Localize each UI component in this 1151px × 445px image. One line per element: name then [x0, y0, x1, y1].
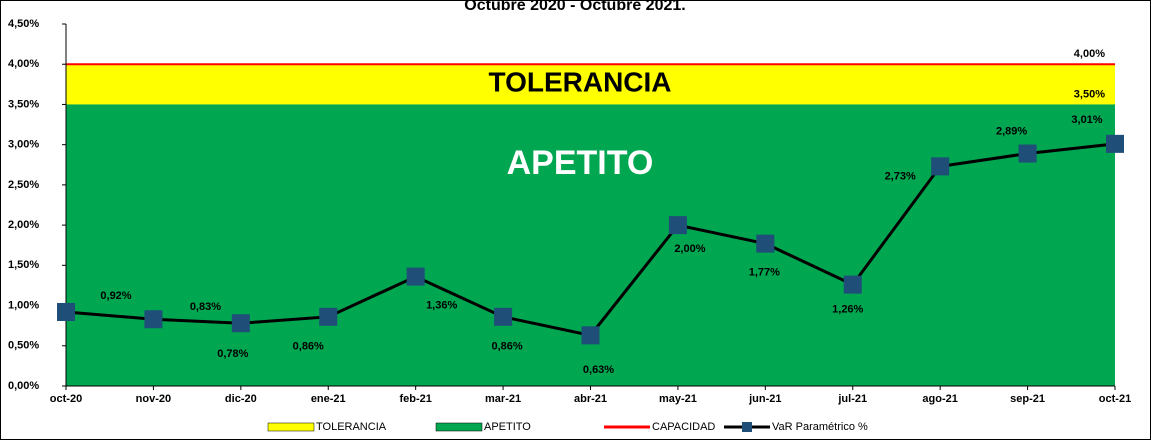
- data-label: 0,78%: [217, 348, 248, 360]
- band-limit-label: 3,50%: [1074, 88, 1105, 100]
- y-tick-label: 4,50%: [8, 18, 39, 30]
- legend-swatch: [267, 422, 315, 432]
- marker: [144, 310, 163, 329]
- marker: [231, 314, 250, 333]
- legend-label: APETITO: [484, 421, 531, 433]
- marker: [494, 307, 513, 326]
- marker: [931, 157, 950, 176]
- band: [66, 64, 1115, 105]
- x-tick-label: mar-21: [485, 393, 521, 405]
- data-label: 0,86%: [293, 341, 324, 353]
- y-tick-label: 2,00%: [8, 219, 39, 231]
- band-label: APETITO: [507, 144, 654, 182]
- data-label: 3,01%: [1071, 114, 1102, 126]
- x-tick-label: feb-21: [399, 393, 431, 405]
- y-tick-label: 0,00%: [8, 380, 39, 392]
- y-tick-label: 4,00%: [8, 58, 39, 70]
- legend-label: VaR Paramétrico %: [772, 421, 868, 433]
- band-label: TOLERANCIA: [488, 67, 671, 98]
- capacity-label: 4,00%: [1074, 48, 1105, 60]
- legend-marker: [742, 422, 752, 432]
- y-tick-label: 2,50%: [8, 179, 39, 191]
- data-label: 2,89%: [996, 125, 1027, 137]
- y-tick-label: 3,50%: [8, 98, 39, 110]
- marker: [406, 267, 425, 286]
- x-tick-label: nov-20: [136, 393, 171, 405]
- data-label: 1,36%: [426, 300, 457, 312]
- x-tick-label: ene-21: [311, 393, 346, 405]
- data-label: 1,26%: [832, 304, 863, 316]
- x-tick-label: dic-20: [225, 393, 257, 405]
- x-tick-label: jul-21: [837, 393, 867, 405]
- data-label: 0,83%: [190, 301, 221, 313]
- marker: [756, 234, 775, 253]
- legend-label: CAPACIDAD: [652, 421, 715, 433]
- x-tick-label: sep-21: [1010, 393, 1045, 405]
- data-label: 0,92%: [100, 290, 131, 302]
- legend-swatch: [435, 422, 483, 432]
- marker: [319, 307, 338, 326]
- legend-label: TOLERANCIA: [316, 421, 387, 433]
- y-tick-label: 0,50%: [8, 340, 39, 352]
- x-tick-label: may-21: [659, 393, 697, 405]
- data-label: 2,73%: [885, 170, 916, 182]
- marker: [843, 275, 862, 294]
- x-tick-label: oct-21: [1099, 393, 1131, 405]
- data-label: 0,63%: [583, 364, 614, 376]
- marker: [1106, 134, 1124, 153]
- marker: [581, 326, 600, 345]
- data-label: 2,00%: [674, 243, 705, 255]
- y-tick-label: 1,50%: [8, 259, 39, 271]
- y-tick-label: 1,00%: [8, 299, 39, 311]
- y-tick-label: 3,00%: [8, 139, 39, 151]
- data-label: 0,86%: [491, 341, 522, 353]
- x-tick-label: abr-21: [574, 393, 607, 405]
- chart-title: Octubre 2020 - Octubre 2021.: [464, 0, 685, 14]
- data-label: 1,77%: [749, 267, 780, 279]
- marker: [1018, 144, 1037, 163]
- x-tick-label: jun-21: [748, 393, 781, 405]
- marker: [668, 216, 687, 235]
- marker: [57, 302, 75, 321]
- x-tick-label: oct-20: [50, 393, 82, 405]
- x-tick-label: ago-21: [922, 393, 957, 405]
